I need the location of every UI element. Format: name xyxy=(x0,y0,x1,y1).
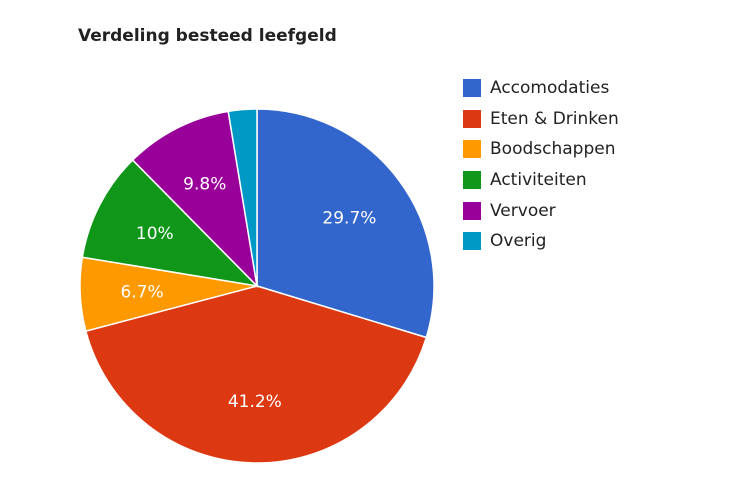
legend: Accomodaties Eten & Drinken Boodschappen Ac… xyxy=(463,73,619,257)
chart-title: Verdeling besteed leefgeld xyxy=(78,26,337,46)
slice-label-3: 10% xyxy=(136,224,174,244)
slice-label-0: 29.7% xyxy=(322,209,376,229)
legend-swatch xyxy=(463,79,481,98)
legend-label: Eten & Drinken xyxy=(490,108,619,129)
legend-item: Vervoer xyxy=(463,195,619,226)
legend-swatch xyxy=(463,109,481,128)
legend-swatch xyxy=(463,171,481,190)
pie-slice-3 xyxy=(81,158,260,288)
legend-item: Eten & Drinken xyxy=(463,104,619,135)
pie-slice-0 xyxy=(256,108,435,339)
legend-label: Boodschappen xyxy=(490,139,616,160)
slice-label-4: 9.8% xyxy=(183,174,226,194)
legend-label: Accomodaties xyxy=(490,78,610,99)
slice-label-2: 6.7% xyxy=(120,282,163,302)
legend-item: Activiteiten xyxy=(463,165,619,196)
legend-item: Overig xyxy=(463,226,619,257)
pie-slice-1 xyxy=(84,285,428,464)
legend-label: Vervoer xyxy=(490,200,556,221)
legend-swatch xyxy=(463,201,481,220)
legend-swatch xyxy=(463,140,481,159)
legend-item: Boodschappen xyxy=(463,134,619,165)
legend-swatch xyxy=(463,232,481,251)
legend-label: Activiteiten xyxy=(490,170,587,191)
legend-item: Accomodaties xyxy=(463,73,619,104)
pie-slice-5 xyxy=(227,108,258,287)
pie-slice-4 xyxy=(131,110,259,289)
slice-label-1: 41.2% xyxy=(228,392,282,412)
legend-label: Overig xyxy=(490,231,547,252)
